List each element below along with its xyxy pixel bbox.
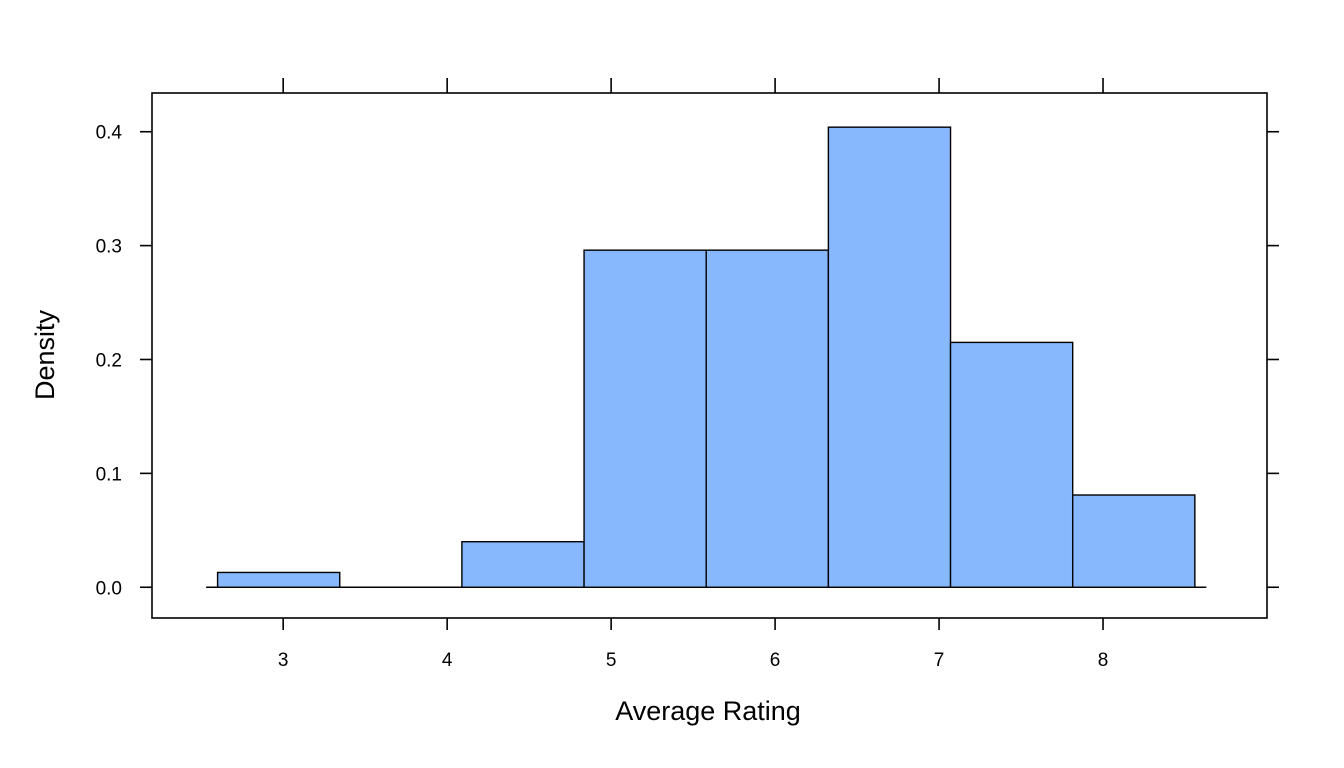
y-axis-title: Density: [30, 309, 60, 400]
y-tick-label-3: 0.3: [96, 237, 122, 258]
x-tick-label-2: 5: [606, 650, 617, 671]
x-tick-label-1: 4: [442, 650, 453, 671]
x-axis-title: Average Rating: [615, 696, 801, 726]
x-tick-label-4: 7: [934, 650, 945, 671]
histogram-bar-5: [827, 126, 952, 588]
y-tick-label-2: 0.2: [96, 350, 122, 371]
histogram-bar-2: [461, 540, 585, 588]
bars-layer: [206, 126, 1207, 589]
histogram-bar-3: [583, 249, 707, 588]
x-tick-label-0: 3: [278, 650, 289, 671]
histogram-bar-6: [949, 341, 1074, 588]
histogram-bar-0: [216, 571, 341, 588]
plot-frame: [151, 92, 1268, 619]
axes-layer: 3 4 5 6 7 8 0.0 0.1 0.2 0.3 0.4: [96, 78, 1279, 671]
y-tick-label-4: 0.4: [96, 123, 123, 144]
histogram-bar-4: [705, 249, 830, 588]
histogram-bar-7: [1071, 494, 1196, 588]
y-tick-label-0: 0.0: [96, 578, 122, 599]
y-tick-label-1: 0.1: [96, 464, 122, 485]
x-tick-label-3: 6: [770, 650, 781, 671]
x-tick-label-5: 8: [1098, 650, 1109, 671]
